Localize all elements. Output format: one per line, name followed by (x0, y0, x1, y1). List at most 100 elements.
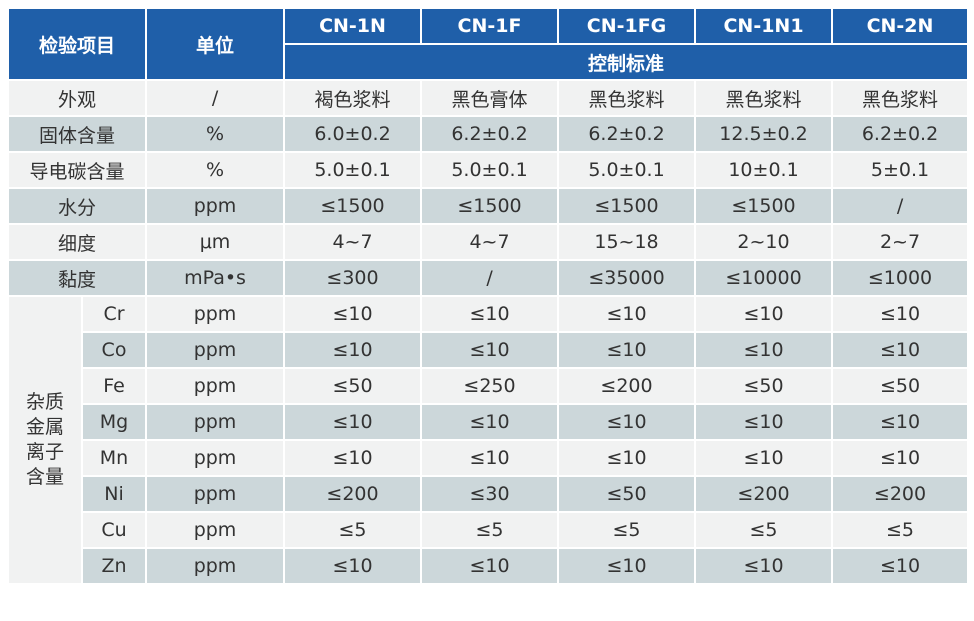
table-row: Fe ppm ≤50 ≤250 ≤200 ≤50 ≤50 (8, 367, 970, 405)
row-value: ≤10 (694, 403, 834, 441)
row-value: ≤50 (831, 367, 970, 405)
row-value: ≤10 (694, 331, 834, 369)
impurity-label-line: 杂质 (25, 391, 64, 413)
row-value: ≤50 (694, 367, 834, 405)
header-product: CN-1FG (557, 7, 697, 45)
impurity-label: 杂质 金属 离子 含量 (7, 295, 83, 585)
row-value: ≤10 (831, 547, 970, 585)
row-value: 5.0±0.1 (283, 151, 423, 189)
header-unit: 单位 (145, 7, 286, 81)
row-item: Fe (80, 367, 148, 405)
row-value: ≤1500 (420, 187, 560, 225)
row-unit: ppm (145, 439, 286, 477)
row-value: ≤10 (420, 295, 560, 333)
row-item: Zn (80, 547, 148, 585)
row-value: ≤30 (420, 475, 560, 513)
table-row: 水分 ppm ≤1500 ≤1500 ≤1500 ≤1500/ (6, 187, 970, 225)
header-standard: 控制标准 (283, 43, 970, 81)
row-value: 5±0.1 (831, 151, 970, 189)
impurity-label-line: 含量 (25, 466, 64, 488)
row-value: ≤5 (694, 511, 834, 549)
row-value: 5.0±0.1 (420, 151, 560, 189)
row-unit: μm (145, 223, 286, 261)
table-row: Mg ppm ≤10 ≤10 ≤10 ≤10 ≤10 (8, 403, 970, 441)
row-item: 外观 (6, 79, 148, 117)
row-value: ≤50 (283, 367, 423, 405)
row-value: 黑色浆料 (831, 79, 970, 117)
row-value: ≤10 (283, 547, 423, 585)
table-row: 固体含量% 6.0±0.2 6.2±0.2 6.2±0.2 12.5±0.2 6.2±0.… (6, 115, 970, 153)
row-value: ≤300 (283, 259, 423, 297)
row-unit: % (145, 115, 286, 153)
row-value: 4~7 (283, 223, 423, 261)
row-value: ≤10 (420, 547, 560, 585)
row-value: ≤10 (831, 403, 970, 441)
row-value: 6.2±0.2 (557, 115, 697, 153)
row-unit: ppm (145, 475, 286, 513)
row-value: ≤200 (557, 367, 697, 405)
row-value: ≤5 (420, 511, 560, 549)
header-product: CN-1F (420, 7, 560, 45)
spec-table: 检验项目 单位 CN-1N CN-1F CN-1FG CN-1N1 CN-2N … (6, 7, 970, 585)
row-value: ≤5 (283, 511, 423, 549)
row-value: 10±0.1 (694, 151, 834, 189)
table-row: 细度 μm 4~7 4~7 15~18 2~10 2~7 (6, 223, 970, 261)
row-value: ≤200 (694, 475, 834, 513)
row-value: 黑色浆料 (557, 79, 697, 117)
row-item: Co (80, 331, 148, 369)
row-value: ≤10 (283, 403, 423, 441)
row-unit: ppm (145, 403, 286, 441)
table-row: Ni ppm ≤200 ≤30 ≤50 ≤200 ≤200 (8, 475, 970, 513)
row-value: 2~10 (694, 223, 834, 261)
row-value: ≤10 (694, 547, 834, 585)
row-value: ≤1500 (557, 187, 697, 225)
row-value: ≤10 (283, 439, 423, 477)
row-item: Cu (80, 511, 148, 549)
table-row: 黏度 mPa•s ≤300/≤35000 ≤10000 ≤1000 (6, 259, 970, 297)
row-value: ≤10 (420, 403, 560, 441)
row-value: ≤10 (557, 547, 697, 585)
row-value: 黑色浆料 (694, 79, 834, 117)
row-item: 导电碳含量 (6, 151, 148, 189)
row-value: ≤1500 (283, 187, 423, 225)
row-value: ≤5 (831, 511, 970, 549)
row-item: Ni (80, 475, 148, 513)
row-item: 黏度 (6, 259, 148, 297)
row-value: 黑色膏体 (420, 79, 560, 117)
row-unit: % (145, 151, 286, 189)
table-row: Co ppm ≤10 ≤10 ≤10 ≤10 ≤10 (8, 331, 970, 369)
row-value: ≤250 (420, 367, 560, 405)
row-value: ≤200 (283, 475, 423, 513)
row-value: ≤10 (420, 439, 560, 477)
header-item: 检验项目 (6, 7, 148, 81)
row-value: ≤10 (557, 331, 697, 369)
row-value: 4~7 (420, 223, 560, 261)
row-value: 6.2±0.2 (420, 115, 560, 153)
row-item: Mn (80, 439, 148, 477)
impurity-label-line: 金属 (25, 416, 64, 438)
row-value: ≤10 (831, 439, 970, 477)
row-value: 褐色浆料 (283, 79, 423, 117)
row-unit: ppm (145, 295, 286, 333)
table-row: 导电碳含量% 5.0±0.1 5.0±0.1 5.0±0.1 10±0.1 5±0.1 (6, 151, 970, 189)
row-value: ≤10 (831, 331, 970, 369)
row-value: ≤10 (283, 331, 423, 369)
row-value: ≤5 (557, 511, 697, 549)
row-value: 6.0±0.2 (283, 115, 423, 153)
row-value: ≤10 (557, 295, 697, 333)
table-row: Zn ppm ≤10 ≤10 ≤10 ≤10 ≤10 (8, 547, 970, 585)
table-row: Mn ppm ≤10 ≤10 ≤10 ≤10 ≤10 (8, 439, 970, 477)
row-unit: ppm (145, 547, 286, 585)
table-row: 杂质 金属 离子 含量 Cr ppm ≤10 ≤10 ≤10 ≤10 ≤10 (7, 295, 970, 585)
table-row: 外观 / 褐色浆料 黑色膏体 黑色浆料 黑色浆料 黑色浆料 (6, 79, 970, 117)
row-unit: / (145, 79, 286, 117)
row-item: 固体含量 (6, 115, 148, 153)
row-unit: mPa•s (145, 259, 286, 297)
row-unit: ppm (145, 187, 286, 225)
header-product: CN-1N1 (694, 7, 834, 45)
row-value: ≤10 (420, 331, 560, 369)
row-value: ≤1000 (831, 259, 970, 297)
row-value: 5.0±0.1 (557, 151, 697, 189)
row-value: ≤50 (557, 475, 697, 513)
row-value: 12.5±0.2 (694, 115, 834, 153)
